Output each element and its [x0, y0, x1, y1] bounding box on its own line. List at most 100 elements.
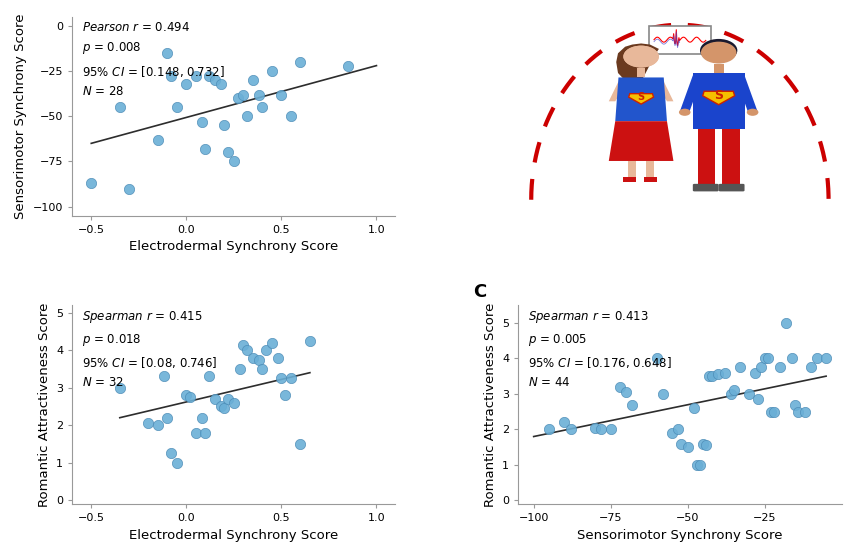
Y-axis label: Romantic Attractiveness Score: Romantic Attractiveness Score: [484, 302, 496, 507]
Point: [791, 407, 805, 416]
Point: [275, 374, 288, 383]
Point: [779, 319, 793, 328]
Bar: [637, 68, 645, 77]
Point: [227, 398, 241, 407]
Point: [626, 400, 639, 409]
Point: [236, 90, 250, 99]
Point: [256, 102, 269, 111]
Point: [161, 413, 174, 422]
X-axis label: Sensorimotor Synchrony Score: Sensorimotor Synchrony Score: [577, 529, 783, 542]
Point: [179, 391, 193, 400]
Point: [702, 372, 716, 381]
Point: [693, 460, 706, 469]
Polygon shape: [693, 73, 745, 129]
Point: [604, 425, 617, 434]
Point: [819, 354, 833, 363]
Point: [122, 184, 136, 193]
Point: [656, 389, 670, 398]
Y-axis label: Romantic Attractiveness Score: Romantic Attractiveness Score: [37, 302, 50, 507]
Bar: [628, 161, 637, 177]
FancyBboxPatch shape: [693, 184, 719, 192]
Polygon shape: [703, 91, 734, 105]
Circle shape: [747, 109, 758, 116]
Point: [275, 90, 288, 99]
Point: [619, 388, 632, 396]
Point: [733, 363, 746, 372]
Point: [208, 76, 222, 85]
Polygon shape: [657, 81, 673, 101]
Point: [213, 79, 227, 88]
Point: [700, 441, 713, 450]
Point: [141, 419, 155, 428]
Point: [774, 363, 787, 372]
Point: [151, 136, 165, 144]
Bar: [644, 177, 657, 182]
Point: [218, 404, 231, 413]
Point: [293, 440, 307, 449]
Point: [265, 338, 279, 347]
Point: [231, 94, 245, 102]
Text: S: S: [638, 92, 644, 102]
Point: [161, 49, 174, 58]
Bar: [646, 161, 654, 177]
Text: S: S: [714, 89, 723, 102]
Point: [284, 374, 298, 383]
Point: [588, 423, 602, 432]
Point: [265, 67, 279, 76]
Point: [221, 148, 235, 157]
Point: [213, 402, 227, 411]
Y-axis label: Sensorimotor Synchrony Score: Sensorimotor Synchrony Score: [14, 13, 27, 219]
Point: [804, 363, 818, 372]
Text: $\mathit{Pearson}$ $\mathit{r}$ = 0.494
$p$ = 0.008
95% $\mathit{CI}$ = [0.148, : $\mathit{Pearson}$ $\mathit{r}$ = 0.494 …: [82, 21, 225, 97]
Text: $\mathit{Spearman}$ $\mathit{r}$ = 0.415
$p$ = 0.018
95% $\mathit{CI}$ = [0.08, : $\mathit{Spearman}$ $\mathit{r}$ = 0.415…: [82, 309, 218, 389]
Point: [798, 407, 812, 416]
Point: [189, 72, 202, 81]
Point: [199, 144, 212, 153]
Point: [764, 407, 778, 416]
Point: [164, 72, 178, 81]
Point: [202, 372, 216, 381]
Point: [293, 58, 307, 67]
Point: [202, 72, 216, 81]
Polygon shape: [629, 94, 654, 104]
Text: C: C: [473, 283, 486, 301]
Point: [218, 121, 231, 130]
Bar: [722, 129, 740, 185]
Point: [195, 117, 208, 126]
Point: [246, 353, 259, 362]
Point: [724, 389, 738, 398]
Point: [666, 428, 679, 437]
Polygon shape: [609, 121, 673, 161]
Point: [227, 157, 241, 166]
Point: [279, 391, 292, 400]
Point: [259, 346, 273, 354]
FancyBboxPatch shape: [719, 184, 745, 192]
Point: [650, 354, 664, 363]
Point: [767, 407, 780, 416]
Point: [675, 439, 688, 448]
Bar: [714, 63, 723, 73]
Point: [156, 372, 170, 381]
Point: [690, 460, 704, 469]
FancyBboxPatch shape: [649, 26, 711, 54]
Point: [595, 425, 609, 434]
Point: [252, 355, 265, 364]
Point: [179, 79, 193, 88]
Polygon shape: [735, 76, 757, 111]
Circle shape: [700, 39, 737, 62]
Point: [236, 340, 250, 349]
Point: [195, 413, 208, 422]
Point: [542, 425, 556, 434]
Point: [717, 368, 731, 377]
Polygon shape: [680, 76, 702, 111]
Point: [170, 102, 184, 111]
Point: [613, 382, 626, 391]
Point: [706, 372, 719, 381]
Point: [252, 90, 265, 99]
Point: [208, 394, 222, 403]
Point: [742, 389, 756, 398]
Point: [672, 425, 685, 434]
Point: [749, 368, 762, 377]
Polygon shape: [615, 77, 667, 121]
Point: [241, 346, 254, 354]
